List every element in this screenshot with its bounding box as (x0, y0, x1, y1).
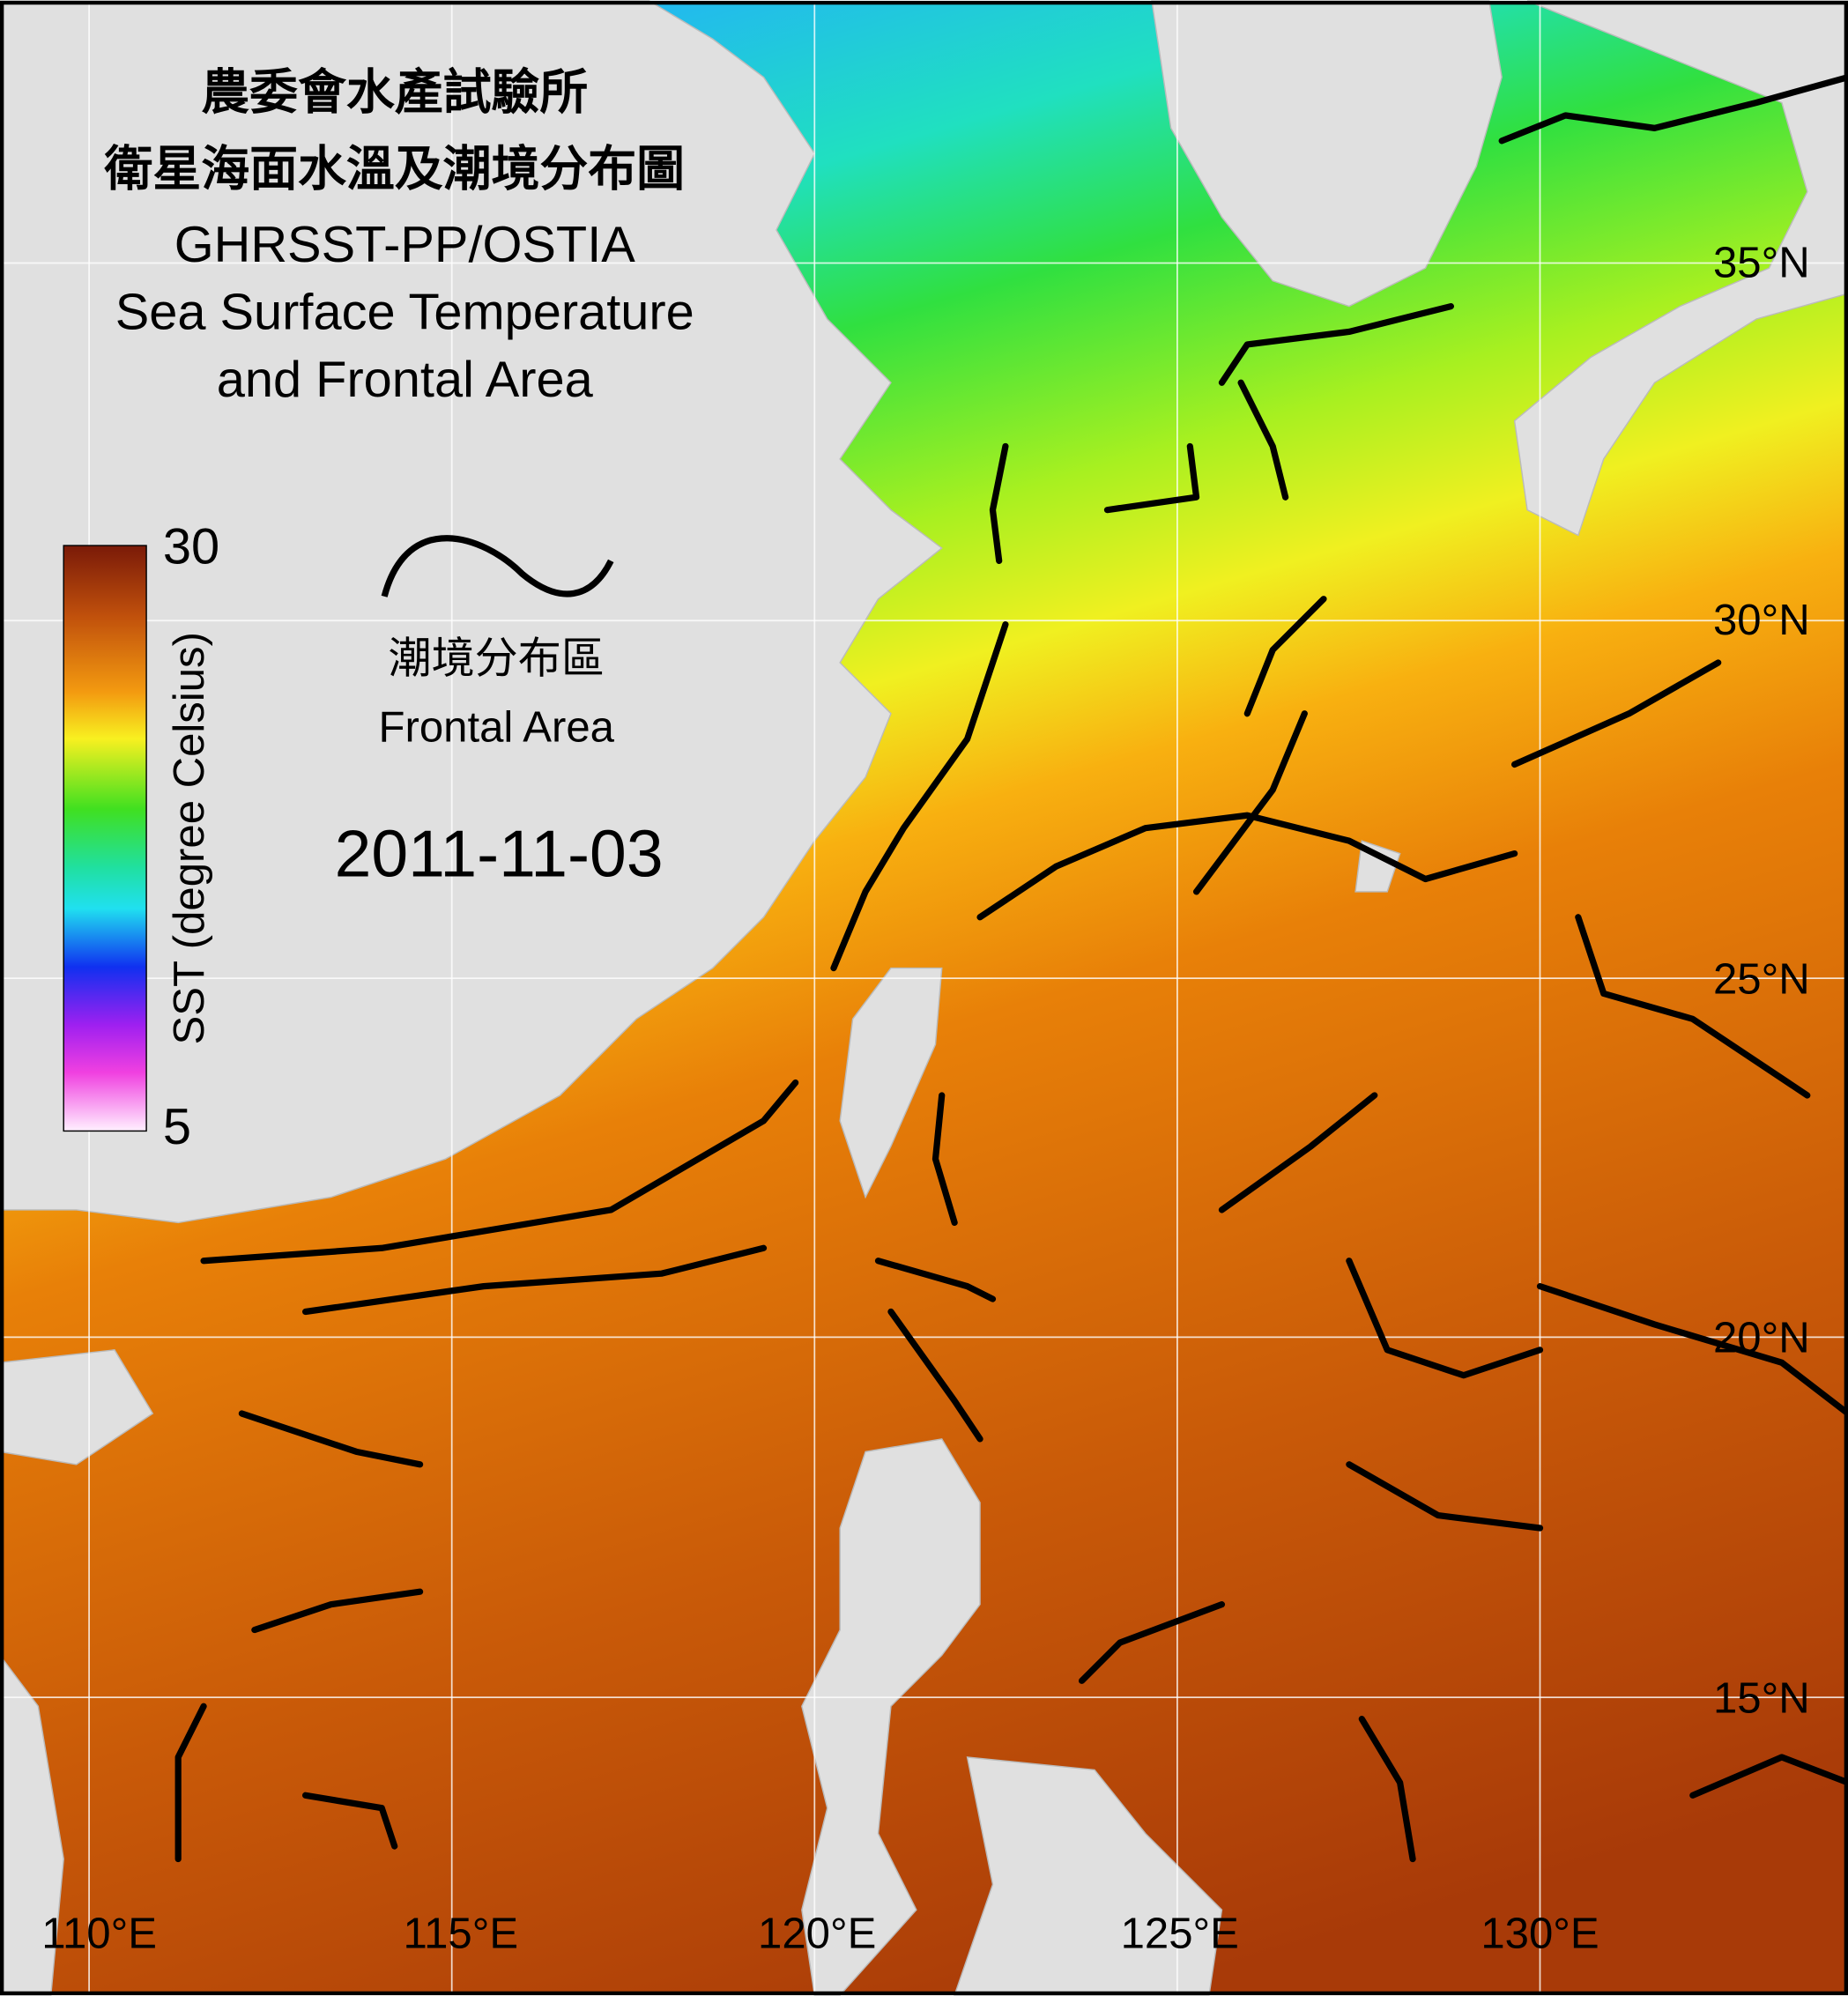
legend-label-zh: 潮境分布區 (389, 635, 605, 683)
title-en-1: Sea Surface Temperature (115, 285, 694, 341)
lon-label: 130°E (1481, 1911, 1599, 1958)
colorbar (63, 545, 147, 1132)
lon-label: 125°E (1121, 1911, 1239, 1958)
lon-label: 115°E (403, 1911, 518, 1958)
colorbar-min: 5 (163, 1099, 191, 1155)
legend-label-en: Frontal Area (379, 703, 615, 751)
colorbar-max: 30 (163, 518, 219, 575)
lat-label: 25°N (1713, 955, 1810, 1003)
date: 2011-11-03 (335, 817, 664, 891)
fronts (174, 73, 1848, 1863)
lon-label: 110°E (41, 1911, 157, 1958)
product: GHRSST-PP/OSTIA (174, 217, 636, 273)
title-zh: 農委會水產試驗所 (201, 64, 588, 121)
lon-label: 120°E (758, 1911, 876, 1958)
legend-symbol (381, 535, 614, 597)
title-en-2: and Frontal Area (217, 352, 594, 408)
subtitle-zh: 衛星海面水溫及潮境分布圖 (103, 140, 685, 197)
lat-label: 20°N (1713, 1315, 1810, 1362)
lat-label: 35°N (1713, 239, 1810, 286)
colorbar-label: SST (degree Celsius) (166, 632, 213, 1044)
lat-label: 15°N (1713, 1674, 1810, 1722)
lat-label: 30°N (1713, 597, 1810, 644)
